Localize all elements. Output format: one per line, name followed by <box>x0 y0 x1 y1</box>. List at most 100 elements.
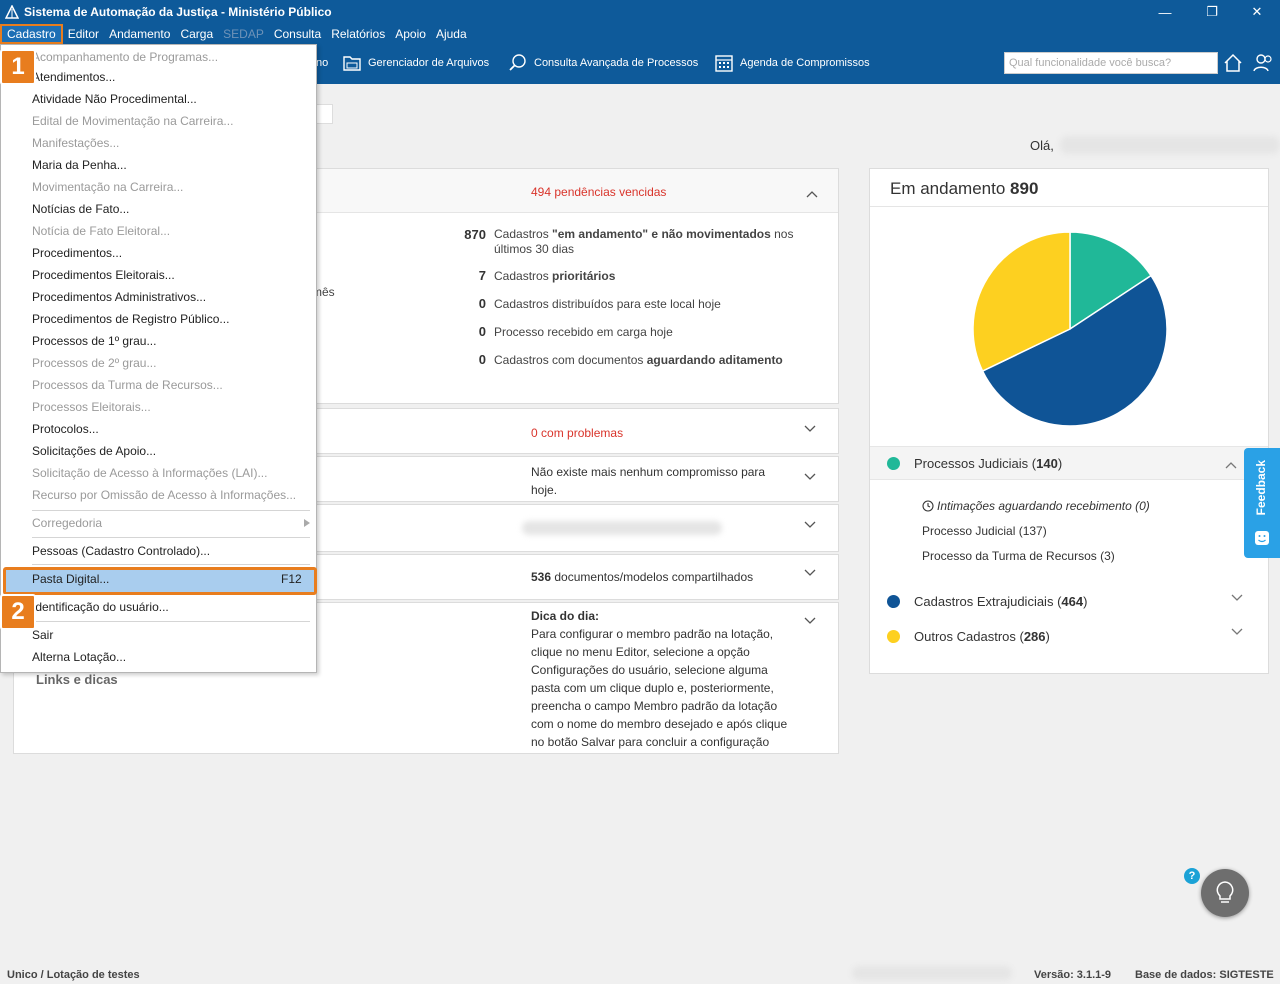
clock-icon <box>922 500 934 512</box>
users-icon[interactable] <box>1252 52 1276 76</box>
menu-item-processos-2grau[interactable]: Processos de 2º grau... <box>32 356 157 370</box>
chevron-down-icon[interactable] <box>803 421 817 435</box>
menu-relatorios[interactable]: Relatórios <box>331 27 386 41</box>
cadastro-dropdown-menu: Acompanhamento de Programas... Atendimen… <box>0 44 317 673</box>
home-icon[interactable] <box>1222 52 1246 76</box>
menu-item-turma-recursos[interactable]: Processos da Turma de Recursos... <box>32 378 223 392</box>
menu-item-solicitacoes-apoio[interactable]: Solicitações de Apoio... <box>32 444 157 458</box>
legend-label: Processos Judiciais (140) <box>914 456 1063 471</box>
pie-slice-cadastros-extrajudiciais[interactable] <box>981 274 1168 427</box>
menu-item-edital[interactable]: Edital de Movimentação na Carreira... <box>32 114 234 128</box>
menu-andamento[interactable]: Andamento <box>109 27 171 41</box>
file-manager-button[interactable]: Gerenciador de Arquivos <box>342 52 489 74</box>
search-input[interactable]: Qual funcionalidade você busca? <box>1004 52 1218 74</box>
legend-dot <box>887 595 900 608</box>
menu-editor[interactable]: Editor <box>67 27 100 41</box>
chevron-down-icon[interactable] <box>803 517 817 531</box>
month-label: mês <box>312 285 335 299</box>
close-button[interactable]: ✕ <box>1251 4 1263 19</box>
minimize-button[interactable]: — <box>1158 4 1172 20</box>
lightbulb-button[interactable] <box>1201 869 1249 917</box>
legend-name: Outros Cadastros <box>914 629 1016 644</box>
tip-title: Dica do dia: <box>531 609 600 623</box>
chevron-down-icon[interactable] <box>803 613 817 627</box>
status-lotacao: Unico / Lotação de testes <box>7 969 140 981</box>
file-manager-label: Gerenciador de Arquivos <box>368 57 490 69</box>
help-icon[interactable]: ? <box>1184 868 1200 884</box>
problems-text: com problemas <box>541 426 624 440</box>
in-progress-title: Em andamento 890 <box>890 179 1038 199</box>
menu-sedap[interactable]: SEDAP <box>223 27 264 41</box>
advanced-search-button[interactable]: Consulta Avançada de Processos <box>508 52 698 74</box>
tip-text: Para configurar o membro padrão na lotaç… <box>531 627 788 749</box>
menu-item-sair[interactable]: Sair <box>32 628 54 642</box>
legend-judicial[interactable]: Processos Judiciais (140) <box>887 456 1062 471</box>
menu-item-protocolos[interactable]: Protocolos... <box>32 422 99 436</box>
menu-ajuda[interactable]: Ajuda <box>435 27 467 41</box>
calendar-button[interactable]: Agenda de Compromissos <box>714 52 870 74</box>
chevron-down-icon[interactable] <box>1230 590 1244 604</box>
legend-row-judicial-bg[interactable] <box>870 446 1268 480</box>
stat-number: 0 <box>478 296 486 311</box>
menu-item-atividade[interactable]: Atividade Não Procedimental... <box>32 92 197 106</box>
overdue-label: 494 pendências vencidas <box>531 185 667 199</box>
menu-item-movimentacao[interactable]: Movimentação na Carreira... <box>32 180 184 194</box>
menu-carga[interactable]: Carga <box>180 27 214 41</box>
folder-icon <box>343 56 361 71</box>
advanced-search-label: Consulta Avançada de Processos <box>534 57 699 69</box>
menu-item-lai[interactable]: Solicitação de Acesso à Informações (LAI… <box>32 466 268 480</box>
menu-item-proc-administrativos[interactable]: Procedimentos Administrativos... <box>32 290 207 304</box>
shared-docs-label: 536 documentos/modelos compartilhados <box>531 570 753 584</box>
pie-slice-processos-judiciais[interactable] <box>1069 231 1153 331</box>
stat-text: Cadastros com documentos aguardando adit… <box>494 353 783 367</box>
legend-label: Cadastros Extrajudiciais (464) <box>914 594 1088 609</box>
greeting-label: Olá, <box>1030 138 1054 153</box>
menu-item-noticia-eleitoral[interactable]: Notícia de Fato Eleitoral... <box>32 224 171 238</box>
sub-item-turma-recursos[interactable]: Processo da Turma de Recursos (3) <box>922 549 1115 563</box>
menu-item-manifestacoes[interactable]: Manifestações... <box>32 136 120 150</box>
legend-label: Outros Cadastros (286) <box>914 629 1050 644</box>
in-progress-header <box>870 169 1268 207</box>
sub-item-processo-judicial[interactable]: Processo Judicial (137) <box>922 524 1047 538</box>
pie-slice-outros-cadastros[interactable] <box>972 231 1071 373</box>
step-badge-2: 2 <box>0 594 36 630</box>
sub-item-intimacoes[interactable]: Intimações aguardando recebimento (0) <box>922 499 1150 513</box>
menu-item-noticias-fato[interactable]: Notícias de Fato... <box>32 202 130 216</box>
restore-button[interactable]: ❐ <box>1206 4 1218 19</box>
chevron-down-icon[interactable] <box>1230 624 1244 638</box>
status-database: Base de dados: SIGTESTE <box>1135 969 1274 981</box>
menu-cadastro[interactable]: Cadastro <box>0 24 63 44</box>
menu-item-identificacao[interactable]: Identificação do usuário... <box>32 600 169 614</box>
chevron-up-icon[interactable] <box>805 187 819 201</box>
legend-extrajudicial[interactable]: Cadastros Extrajudiciais (464) <box>887 594 1087 609</box>
menu-item-pessoas[interactable]: Pessoas (Cadastro Controlado)... <box>32 544 211 558</box>
menu-item-acompanhamento[interactable]: Acompanhamento de Programas... <box>32 50 219 64</box>
menu-item-processos-1grau[interactable]: Processos de 1º grau... <box>32 334 157 348</box>
legend-outros[interactable]: Outros Cadastros (286) <box>887 629 1050 644</box>
menu-item-maria-penha[interactable]: Maria da Penha... <box>32 158 127 172</box>
menu-item-procedimentos[interactable]: Procedimentos... <box>32 246 123 260</box>
menu-bar: Cadastro Editor Andamento Carga SEDAP Co… <box>0 24 1280 44</box>
stat-number: 870 <box>464 227 486 242</box>
feedback-tab[interactable]: Feedback <box>1244 448 1280 558</box>
menu-item-alterna-lotacao[interactable]: Alterna Lotação... <box>32 650 127 664</box>
menu-consulta[interactable]: Consulta <box>273 27 322 41</box>
chevron-down-icon[interactable] <box>803 565 817 579</box>
status-redacted <box>852 966 1012 980</box>
chevron-down-icon[interactable] <box>803 469 817 483</box>
menu-item-atendimentos[interactable]: Atendimentos... <box>32 70 116 84</box>
stat-number: 0 <box>478 352 486 367</box>
menu-item-corregedoria[interactable]: Corregedoria <box>32 516 103 530</box>
toolbar-partial-label[interactable]: no <box>316 57 329 69</box>
menu-item-proc-eleitorais[interactable]: Procedimentos Eleitorais... <box>32 268 175 282</box>
calendar-icon <box>715 55 733 72</box>
legend-dot <box>887 630 900 643</box>
no-commitments-label: Não existe mais nenhum compromisso para … <box>531 465 766 497</box>
menu-apoio[interactable]: Apoio <box>395 27 426 41</box>
menu-item-recurso-omissao[interactable]: Recurso por Omissão de Acesso à Informaç… <box>32 488 297 502</box>
menu-item-processos-eleitorais[interactable]: Processos Eleitorais... <box>32 400 151 414</box>
menu-item-pasta-digital[interactable]: Pasta Digital... <box>32 572 110 586</box>
chevron-up-icon[interactable] <box>1224 458 1238 472</box>
menu-item-proc-registro[interactable]: Procedimentos de Registro Público... <box>32 312 230 326</box>
step-badge-1: 1 <box>0 49 36 85</box>
